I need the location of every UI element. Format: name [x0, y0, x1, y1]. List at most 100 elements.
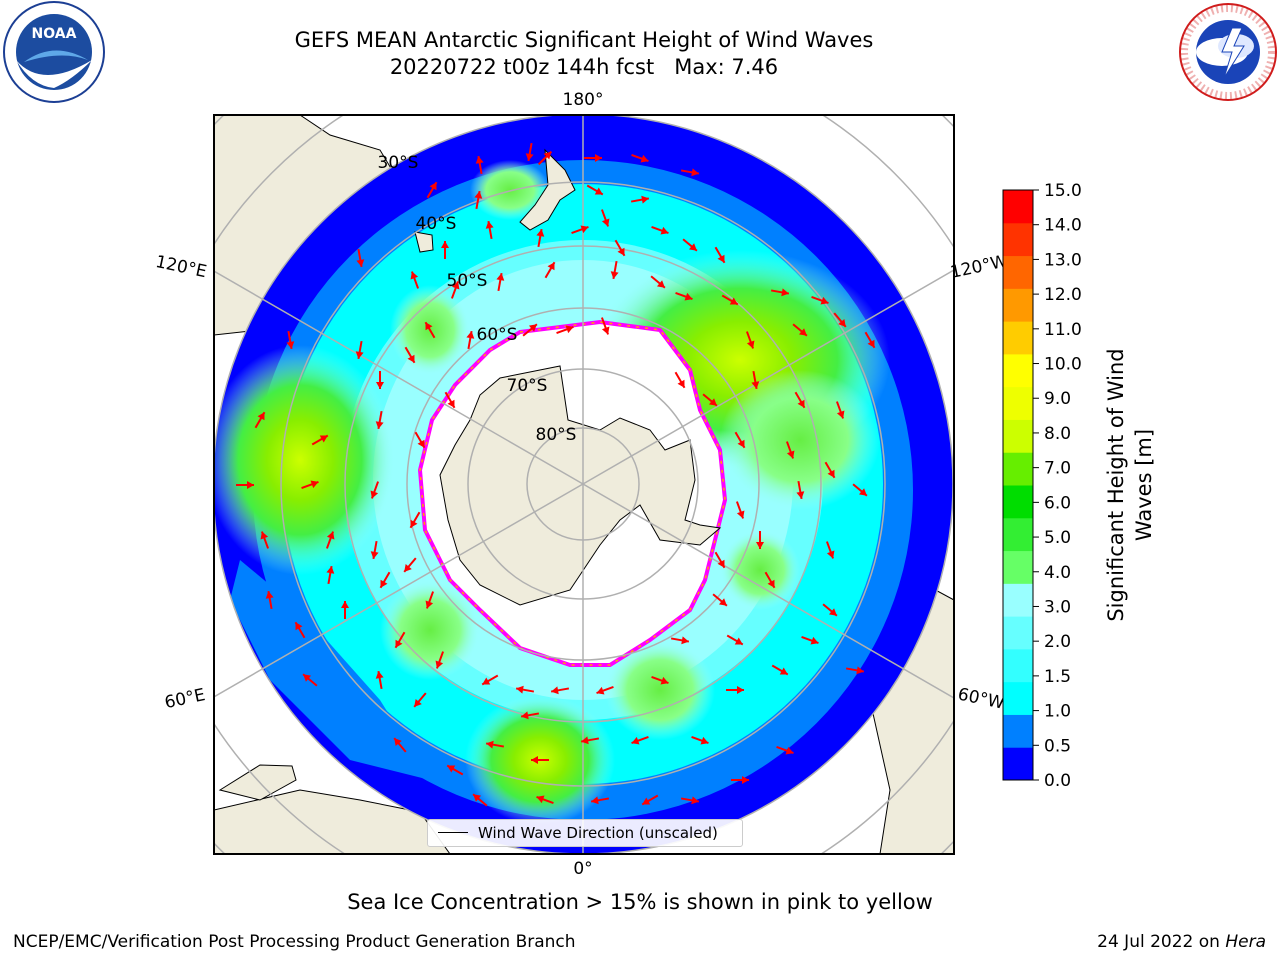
wave-arrow-head: [796, 491, 805, 499]
colorbar-tick-label: 14.0: [1044, 216, 1082, 236]
wave-arrow-head: [485, 221, 494, 229]
wave-arrow-head: [310, 480, 319, 489]
wave-arrow-head: [691, 796, 699, 805]
colorbar-segment: [1003, 583, 1033, 617]
colorbar-label-line1: Significant Height of Wind: [1104, 348, 1128, 622]
wave-arrow-head: [473, 794, 482, 802]
wave-arrow-head: [370, 490, 379, 499]
wave-arrow-head: [708, 398, 717, 406]
wave-arrow-head: [781, 288, 789, 297]
colorbar-segment: [1003, 255, 1033, 289]
lat-label-30s: 30°S: [378, 153, 419, 173]
wave-arrow-head: [417, 439, 425, 448]
sea-ice-caption: Sea Ice Concentration > 15% is shown in …: [347, 890, 933, 914]
wave-arrow-head: [601, 218, 610, 227]
footer-branch: NCEP/EMC/Verification Post Processing Pr…: [13, 932, 576, 952]
wave-arrow-head: [779, 667, 788, 675]
colorbar-tick-label: 11.0: [1044, 320, 1082, 340]
wave-arrow-head: [429, 182, 437, 191]
colorbar-segment: [1003, 714, 1033, 748]
wave-arrow-head: [581, 736, 589, 745]
wave-arrow-head: [286, 341, 295, 349]
wave-arrow-head: [355, 351, 364, 359]
colorbar-segment: [1003, 747, 1033, 781]
wave-arrow-head: [356, 259, 365, 267]
wave-arrow-head: [447, 399, 455, 408]
wave-arrow-head: [717, 559, 725, 568]
chart-title: GEFS MEAN Antarctic Significant Height o…: [294, 28, 874, 52]
wave-arrow-head: [375, 421, 384, 429]
wave-arrow-head: [531, 756, 538, 764]
colorbar-segment: [1003, 190, 1033, 224]
nws-logo: [1176, 0, 1280, 104]
lat-label-50s: 50°S: [447, 271, 488, 291]
wave-arrow-head: [404, 563, 412, 572]
wave-arrow-head: [265, 591, 274, 599]
wave-arrow-head: [257, 412, 265, 421]
colorbar-segment: [1003, 452, 1033, 486]
wave-arrow-head: [547, 262, 555, 271]
wave-arrow-head: [525, 153, 534, 161]
colorbar-tick-label: 2.0: [1044, 632, 1071, 652]
colorbar-segment: [1003, 419, 1033, 453]
colorbar: 0.0 0.5 1.0 1.5 2.0 3.0 4.0 5.0 6.0 7.0 8.0 9.0 10.0…: [1002, 181, 1082, 791]
colorbar-tick-label: 1.0: [1044, 702, 1071, 722]
lat-label-70s: 70°S: [507, 376, 548, 396]
wave-arrow-head: [565, 325, 574, 334]
new-zealand-land: [519, 148, 576, 231]
wave-arrow-head: [797, 399, 805, 408]
wave-arrow-head: [681, 636, 689, 645]
colorbar-tick-label: 7.0: [1044, 459, 1071, 479]
colorbar-segment: [1003, 386, 1033, 420]
colorbar-segment: [1003, 648, 1033, 683]
wave-arrow-head: [516, 685, 524, 694]
wave-arrow-head: [838, 318, 846, 327]
footer-date: 24 Jul 2022 on Hera: [1097, 932, 1266, 952]
wave-arrow-head: [496, 273, 505, 281]
wave-arrow-head: [410, 519, 418, 528]
wave-arrow-head: [718, 598, 727, 606]
wave-arrow-head: [656, 280, 665, 288]
wave-arrow-head: [746, 340, 755, 349]
noaa-logo: NOAA: [2, 0, 106, 104]
wave-arrow-head: [820, 296, 829, 305]
wave-arrow-head: [767, 579, 775, 588]
madagascar-land: [218, 764, 297, 801]
wave-arrow-head: [466, 331, 475, 339]
colorbar-segment: [1003, 616, 1033, 650]
colorbar-tick-label: 13.0: [1044, 250, 1082, 270]
wave-arrow-head: [660, 676, 669, 685]
wave-arrow-head: [729, 297, 738, 305]
wave-arrow-head: [528, 324, 537, 332]
wave-arrow-head: [736, 510, 745, 519]
wave-arrow-head: [295, 622, 303, 631]
wave-arrow-head: [828, 608, 837, 616]
colorbar-tick-label: 1.5: [1044, 667, 1071, 687]
wave-arrow-head: [482, 677, 491, 685]
wave-arrow-head: [543, 151, 552, 160]
wave-arrow-head: [596, 686, 605, 695]
wave-arrow-head: [376, 382, 384, 389]
legend-label: Wind Wave Direction (unscaled): [478, 824, 718, 842]
wave-arrow-head: [858, 488, 867, 496]
wave-arrow-head: [756, 542, 764, 549]
lat-label-80s: 80°S: [536, 425, 577, 445]
wave-arrow-head: [441, 241, 449, 248]
wave-arrow-head: [688, 243, 697, 251]
wave-arrow-head: [591, 796, 599, 805]
lat-label-60s: 60°S: [477, 325, 518, 345]
colorbar-tick-label: 0.0: [1044, 771, 1071, 791]
wave-arrow-head: [786, 450, 795, 459]
colorbar-segment: [1003, 321, 1033, 355]
wave-arrow-head: [425, 600, 434, 609]
colorbar-segment: [1003, 517, 1033, 552]
colorbar-tick-label: 8.0: [1044, 424, 1071, 444]
wave-arrow-head: [414, 698, 422, 707]
wave-arrow-head: [407, 354, 415, 363]
wave-arrow-head: [536, 229, 545, 237]
wave-arrow-head: [642, 797, 651, 805]
svg-text:NOAA: NOAA: [32, 26, 77, 42]
wave-arrow-head: [319, 435, 328, 443]
colorbar-segment: [1003, 222, 1033, 257]
